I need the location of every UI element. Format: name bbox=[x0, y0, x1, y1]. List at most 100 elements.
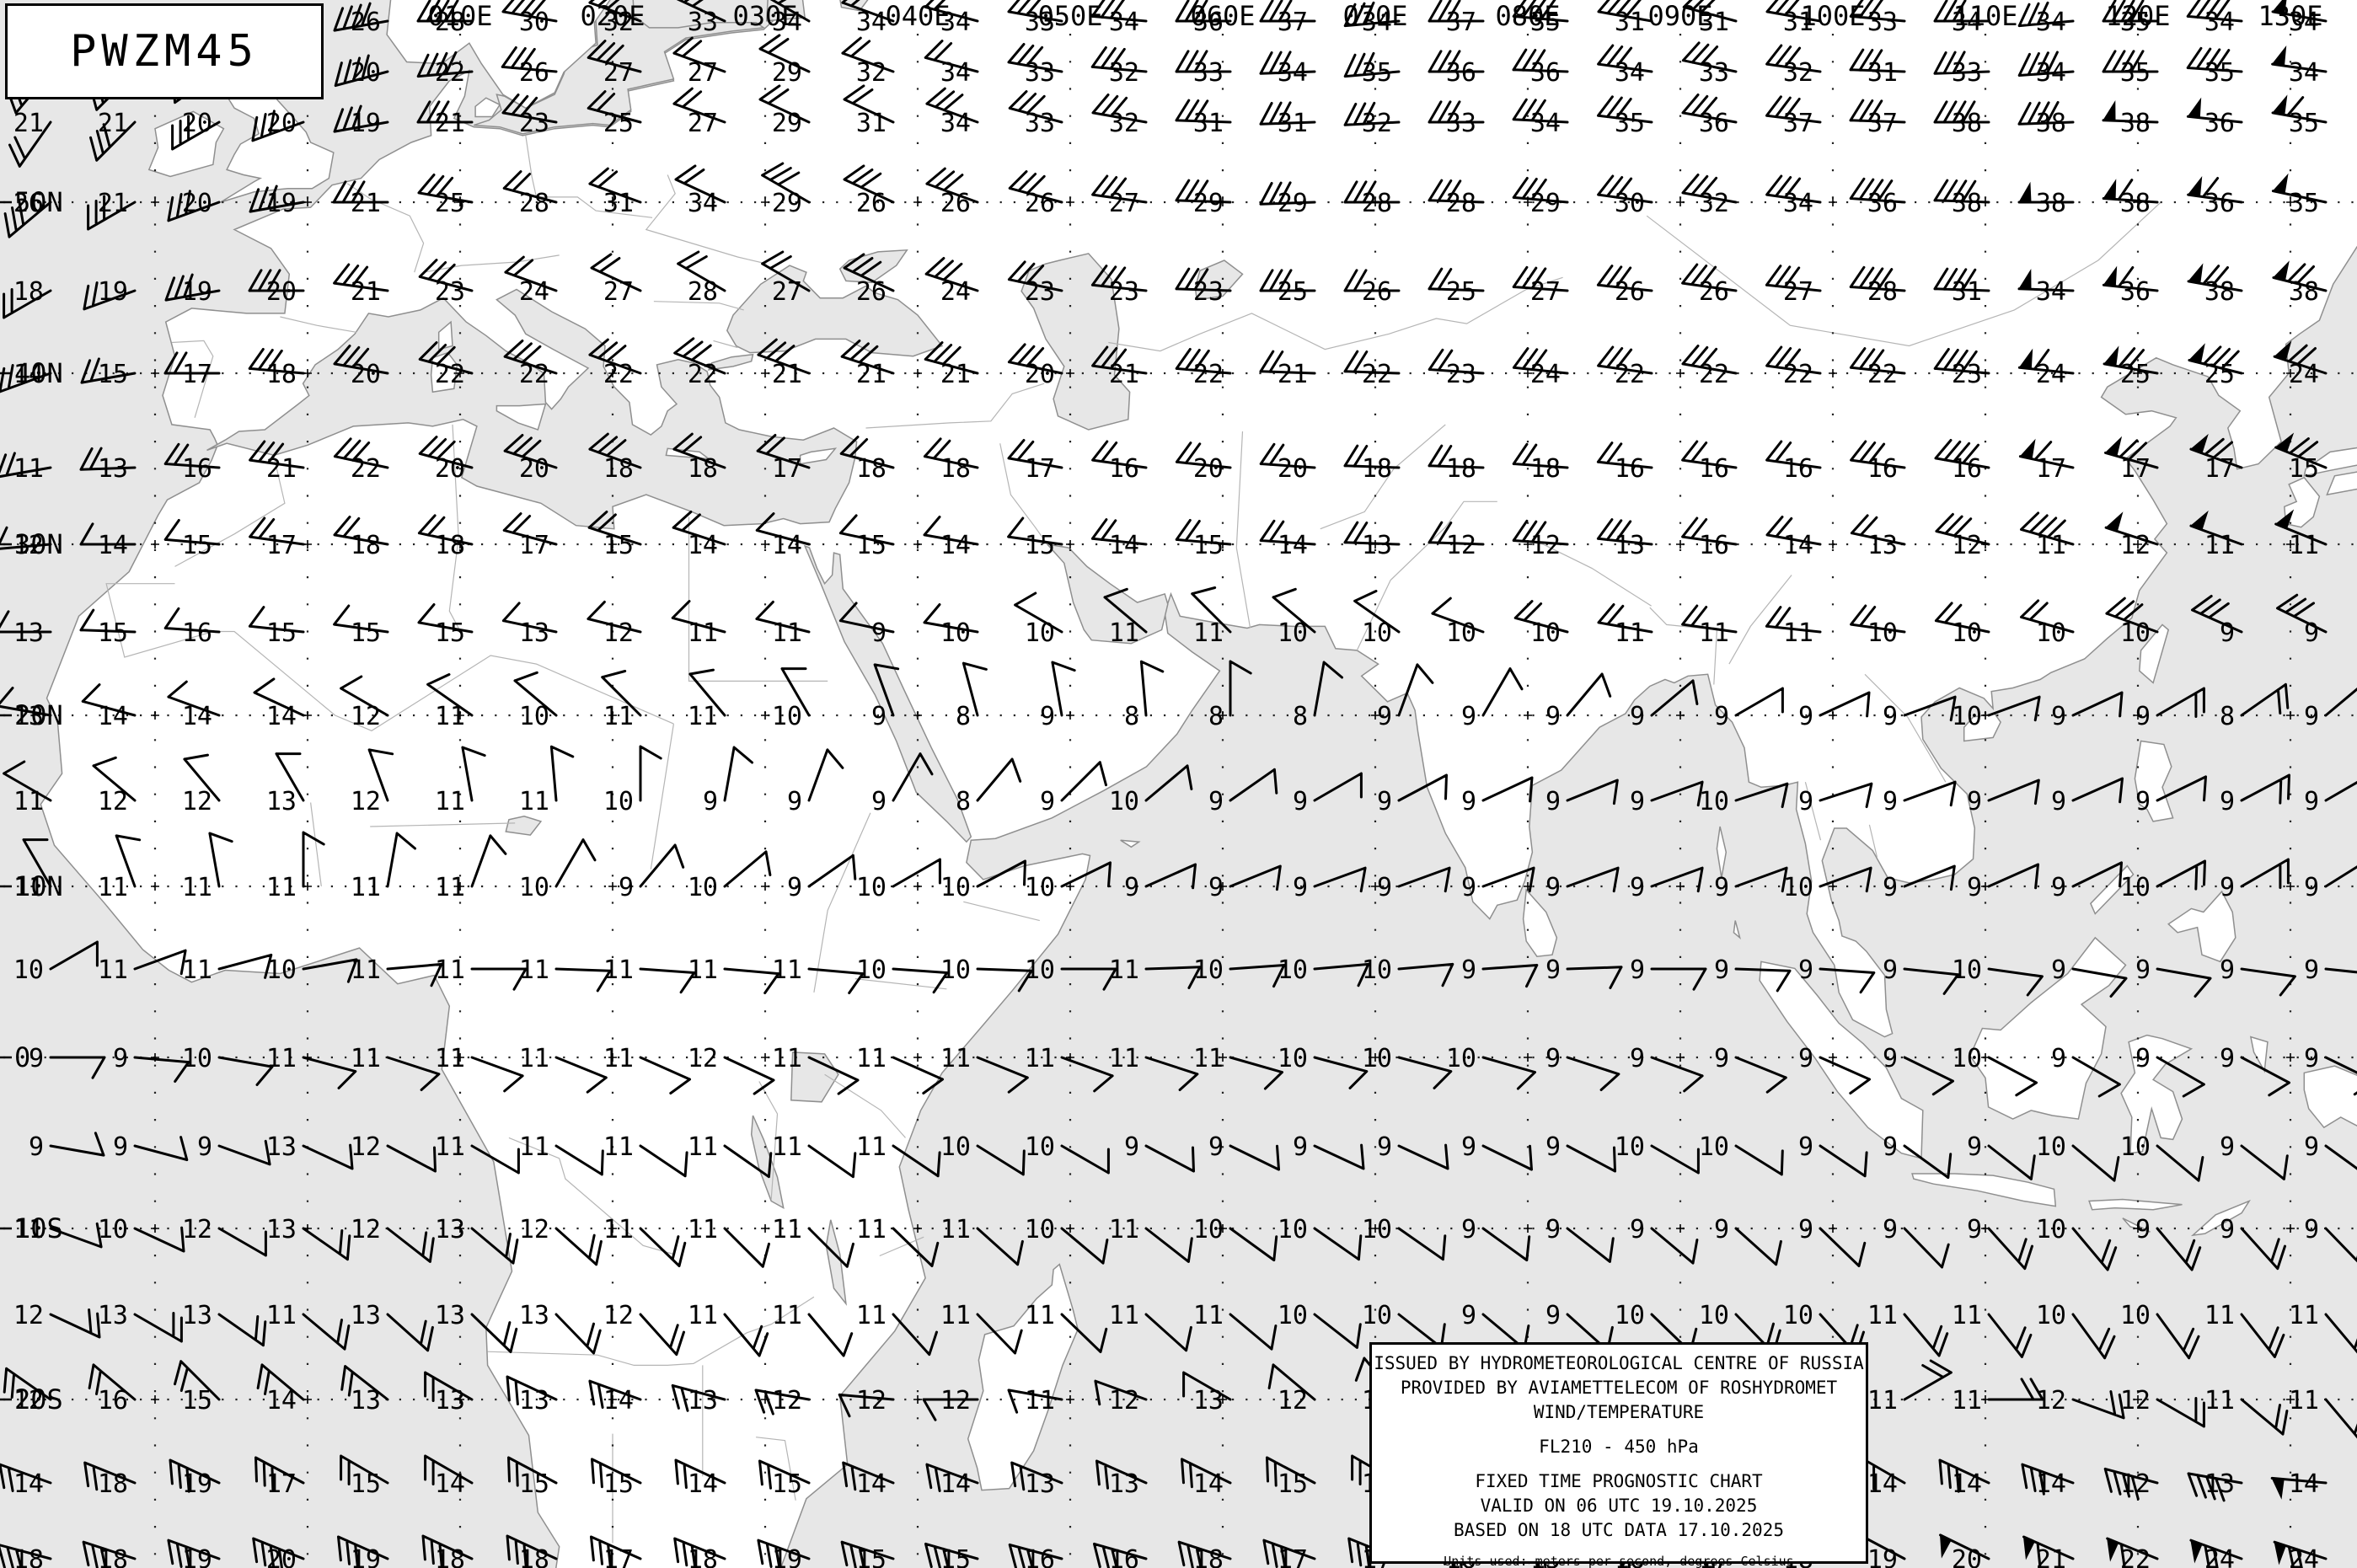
temperature-value: 9 bbox=[2304, 955, 2319, 985]
island-shape bbox=[2326, 471, 2357, 496]
temperature-value: 9 bbox=[1545, 787, 1561, 816]
temperature-value: 10 bbox=[1699, 1301, 1729, 1330]
temperature-value: 9 bbox=[1883, 955, 1898, 985]
temperature-value: 11 bbox=[1025, 1386, 1055, 1415]
temperature-value: 14 bbox=[1193, 1469, 1224, 1499]
temperature-value: 9 bbox=[2220, 1215, 2235, 1244]
temperature-value: 11 bbox=[603, 1044, 634, 1073]
temperature-value: 11 bbox=[1952, 1301, 1982, 1330]
wind-barbs bbox=[0, 337, 2328, 393]
temperature-value: 11 bbox=[351, 1044, 381, 1073]
temperature-value: 11 bbox=[1109, 1044, 1139, 1073]
temperature-value: 14 bbox=[688, 1469, 718, 1499]
temperature-value: 11 bbox=[603, 1215, 634, 1244]
temperature-value: 11 bbox=[519, 787, 549, 816]
temperature-value: 11 bbox=[98, 873, 128, 902]
temperature-value: 14 bbox=[688, 531, 718, 560]
temperature-value: 9 bbox=[1630, 873, 1645, 902]
temperature-value: 10 bbox=[1025, 618, 1055, 648]
country-border bbox=[756, 1437, 796, 1501]
temperature-value: 9 bbox=[2135, 702, 2151, 731]
country-border bbox=[879, 1236, 924, 1257]
temperature-value: 29 bbox=[1193, 189, 1224, 218]
temperature-value: 8 bbox=[956, 787, 971, 816]
temperature-value: 10 bbox=[2120, 1301, 2151, 1330]
temperature-value: 10 bbox=[1615, 1132, 1645, 1162]
temperature-value: 9 bbox=[1208, 787, 1224, 816]
temperature-value: 9 bbox=[1630, 955, 1645, 985]
temperature-value: 9 bbox=[1545, 1301, 1561, 1330]
temperature-value: 17 bbox=[266, 531, 297, 560]
temperature-value: 9 bbox=[2135, 955, 2151, 985]
temperature-value: 10 bbox=[940, 618, 971, 648]
temperature-value: 9 bbox=[2220, 955, 2235, 985]
country-border bbox=[370, 822, 516, 827]
temperature-value: 9 bbox=[1545, 873, 1561, 902]
wind-barbs bbox=[0, 586, 2328, 634]
temperature-value: 13 bbox=[182, 1301, 212, 1330]
temperature-value: 24 bbox=[2036, 360, 2066, 389]
temperature-value: 9 bbox=[1377, 787, 1392, 816]
temperature-value: 11 bbox=[688, 1301, 718, 1330]
temperature-value: 15 bbox=[519, 1469, 549, 1499]
temperature-value: 9 bbox=[1377, 873, 1392, 902]
temperature-value: 10 bbox=[1278, 1215, 1308, 1244]
valid-line: VALID ON 06 UTC 19.10.2025 bbox=[1480, 1496, 1758, 1516]
island-shape bbox=[1120, 839, 1141, 848]
temperature-value: 9 bbox=[2220, 618, 2235, 648]
temperature-value: 11 bbox=[1615, 618, 1645, 648]
chart-id-box: PWZM45 bbox=[5, 3, 324, 99]
station-row: 9 9 10 11 11 11 11 11 12 11 11 11 11 11 11 10 10 10 9 9 9 9 9 1… bbox=[29, 1044, 2357, 1098]
temperature-value: 11 bbox=[1699, 618, 1729, 648]
country-border bbox=[688, 516, 828, 682]
wind-pennants bbox=[2103, 94, 2288, 121]
temperature-value: 13 bbox=[266, 1132, 297, 1162]
temperature-value: 10 bbox=[1278, 1044, 1308, 1073]
temperature-value: 16 bbox=[1699, 531, 1729, 560]
country-border bbox=[423, 254, 560, 273]
island-shape bbox=[799, 447, 838, 465]
temperature-value: 9 bbox=[2051, 873, 2066, 902]
temperature-value: 10 bbox=[182, 1044, 212, 1073]
temperature-value: 9 bbox=[2304, 1044, 2319, 1073]
temperature-value: 9 bbox=[1798, 1215, 1813, 1244]
temperature-value: 9 bbox=[1461, 702, 1476, 731]
level-line: FL210 - 450 hPa bbox=[1539, 1437, 1699, 1457]
temperature-value: 21 bbox=[98, 189, 128, 218]
temperature-value: 9 bbox=[1714, 873, 1729, 902]
station-row: 18 19 19 20 21 23 24 27 28 27 26 24 23 23 23 25 26 25 27 26… bbox=[3, 250, 2328, 319]
temperature-value: 11 bbox=[2204, 1386, 2235, 1415]
temperature-value: 11 bbox=[856, 1132, 887, 1162]
temperature-value: 9 bbox=[1040, 787, 1055, 816]
temperature-value: 11 bbox=[98, 955, 128, 985]
temperature-value: 9 bbox=[1377, 702, 1392, 731]
temperature-value: 11 bbox=[1193, 618, 1224, 648]
longitude-label: 090E bbox=[1647, 0, 1712, 32]
temperature-value: 10 bbox=[1952, 955, 1982, 985]
temperature-value: 18 bbox=[435, 531, 465, 560]
temperature-value: 10 bbox=[1025, 873, 1055, 902]
station-row: 10 11 11 10 11 11 11 11 11 11 10 10 10 11 10 10 10 9 9 9 9 9 9… bbox=[13, 940, 2357, 998]
wind-barbs bbox=[0, 432, 2328, 479]
temperature-value: 9 bbox=[1883, 1215, 1898, 1244]
island-shape bbox=[2139, 623, 2170, 684]
based-line: BASED ON 18 UTC DATA 17.10.2025 bbox=[1454, 1520, 1784, 1540]
temperature-value: 34 bbox=[2289, 8, 2319, 37]
temperature-value: 9 bbox=[2051, 702, 2066, 731]
island-shape bbox=[2090, 864, 2135, 915]
island-shape bbox=[474, 97, 501, 118]
temperature-value: 11 bbox=[772, 955, 802, 985]
temperature-value: 22 bbox=[519, 360, 549, 389]
temperature-value: 11 bbox=[772, 1132, 802, 1162]
latitude-label: 0 bbox=[14, 1041, 30, 1073]
temperature-value: 17 bbox=[772, 454, 802, 484]
sea-shape bbox=[505, 816, 543, 836]
temperature-value: 9 bbox=[2220, 873, 2235, 902]
temperature-value: 34 bbox=[1109, 8, 1139, 37]
temperature-value: 15 bbox=[266, 618, 297, 648]
temperature-value: 13 bbox=[13, 702, 44, 731]
island-shape bbox=[2249, 1036, 2269, 1073]
country-border bbox=[525, 135, 653, 218]
island-shape bbox=[1733, 920, 1741, 940]
